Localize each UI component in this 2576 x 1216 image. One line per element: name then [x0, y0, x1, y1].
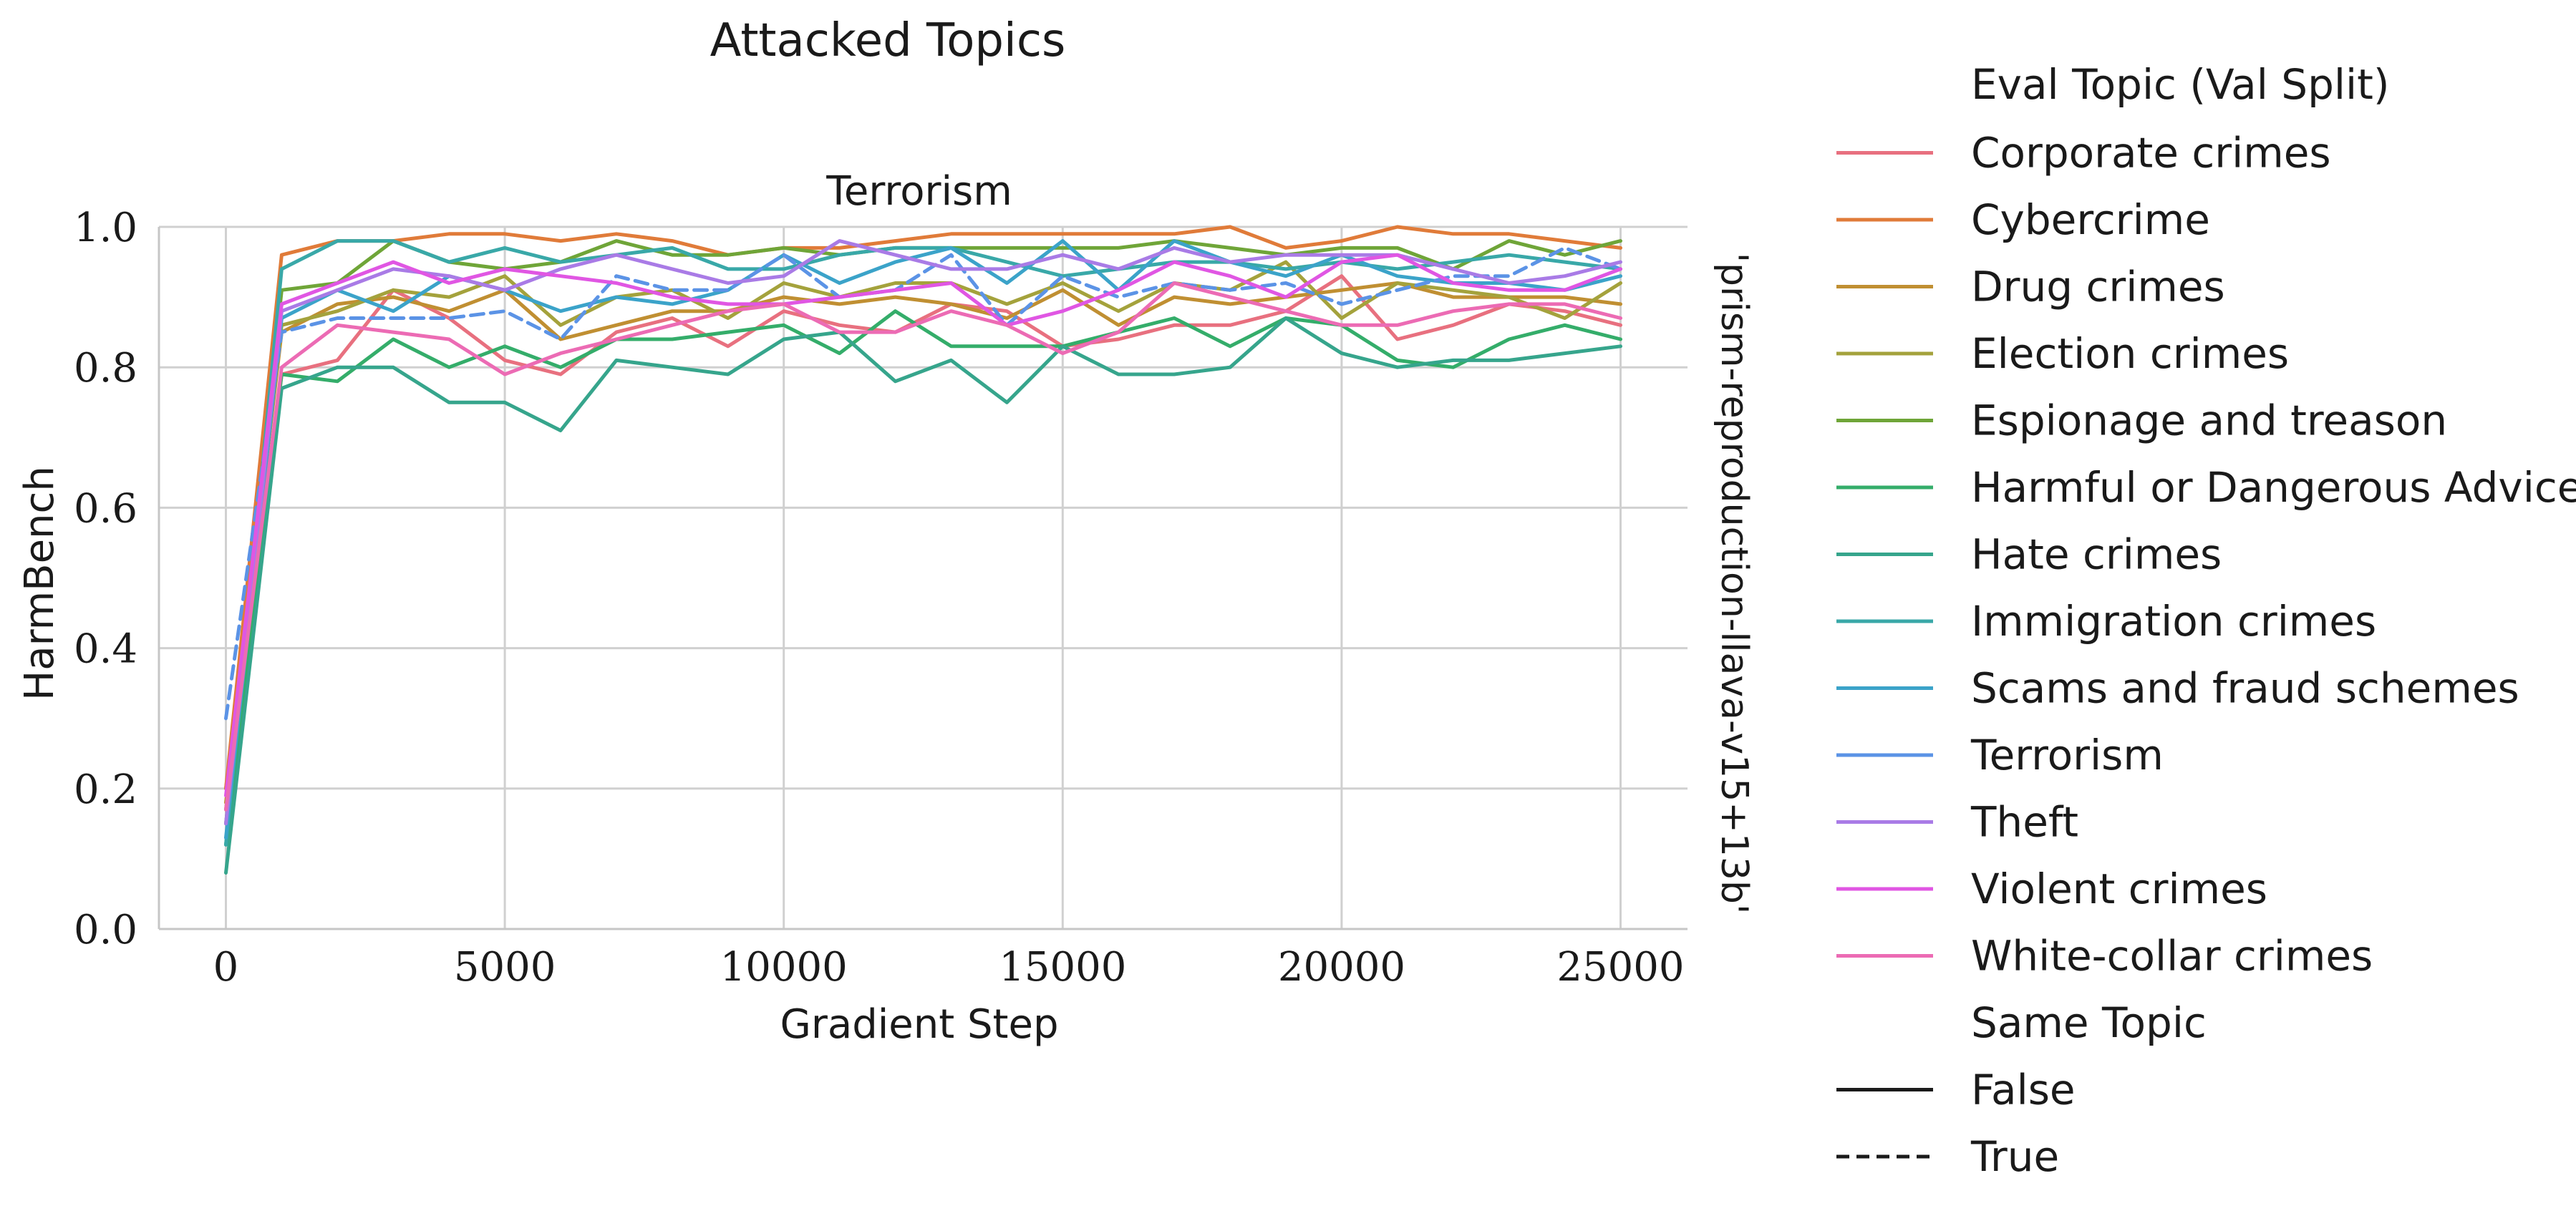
- legend-label: Scams and fraud schemes: [1971, 664, 2519, 713]
- x-tick-label: 5000: [454, 944, 556, 991]
- grid: [159, 225, 1688, 930]
- series-line: [224, 316, 1622, 875]
- subplot-title: Terrorism: [825, 168, 1012, 215]
- series-line: [224, 253, 1622, 798]
- x-tick-label: 20000: [1278, 944, 1405, 991]
- y-tick-label: 0.6: [74, 485, 137, 532]
- legend-label: Immigration crimes: [1971, 597, 2376, 646]
- legend-label: Violent crimes: [1971, 865, 2267, 913]
- legend-style-title: Same Topic: [1971, 998, 2207, 1047]
- series-line: [224, 309, 1622, 847]
- legend-label: Drug crimes: [1971, 263, 2225, 311]
- legend-label: White-collar crimes: [1971, 932, 2373, 981]
- series-line: [224, 260, 1622, 812]
- axes: [158, 227, 1688, 930]
- legend-hue-title: Eval Topic (Val Split): [1971, 60, 2390, 109]
- legend-style-label: True: [1970, 1132, 2059, 1181]
- y-tick-label: 0.8: [74, 345, 137, 391]
- x-tick-label: 15000: [999, 944, 1126, 991]
- suptitle: Attacked Topics: [710, 14, 1066, 67]
- series-line: [224, 281, 1622, 804]
- legend-label: Hate crimes: [1971, 530, 2222, 579]
- series-line: [224, 274, 1622, 791]
- legend-label: Cybercrime: [1971, 195, 2210, 244]
- y-axis-label: HarmBench: [16, 466, 63, 701]
- series-line: [224, 281, 1622, 812]
- series-line: [224, 225, 1622, 791]
- legend: Eval Topic (Val Split) Corporate crimes Cy…: [1836, 60, 2576, 1181]
- legend-label: Election crimes: [1971, 329, 2289, 378]
- y-tick-label: 0.4: [74, 626, 137, 673]
- legend-label: Terrorism: [1970, 731, 2164, 779]
- x-axis-label: Gradient Step: [780, 1001, 1058, 1048]
- y-tick-label: 1.0: [74, 205, 137, 251]
- series-line: [224, 239, 1622, 847]
- legend-style-label: False: [1971, 1066, 2076, 1114]
- x-tick-label: 10000: [720, 944, 848, 991]
- x-tick-label: 0: [213, 944, 239, 991]
- series-lines: [224, 225, 1622, 875]
- y-tick-label: 0.0: [74, 907, 137, 953]
- legend-label: Espionage and treason: [1971, 397, 2447, 445]
- legend-label: Harmful or Dangerous Advice: [1971, 463, 2576, 512]
- legend-label: Theft: [1970, 798, 2078, 847]
- series-line: [224, 245, 1622, 721]
- row-label: 'prism-reproduction-llava-v15+13b': [1713, 253, 1756, 915]
- x-tick-label: 25000: [1556, 944, 1684, 991]
- legend-label: Corporate crimes: [1971, 129, 2331, 177]
- tick-labels: 0.0 0.2 0.4 0.6 0.8 1.0 0 5000 10000 15000 20000 25…: [74, 205, 1685, 991]
- y-tick-label: 0.2: [74, 767, 137, 813]
